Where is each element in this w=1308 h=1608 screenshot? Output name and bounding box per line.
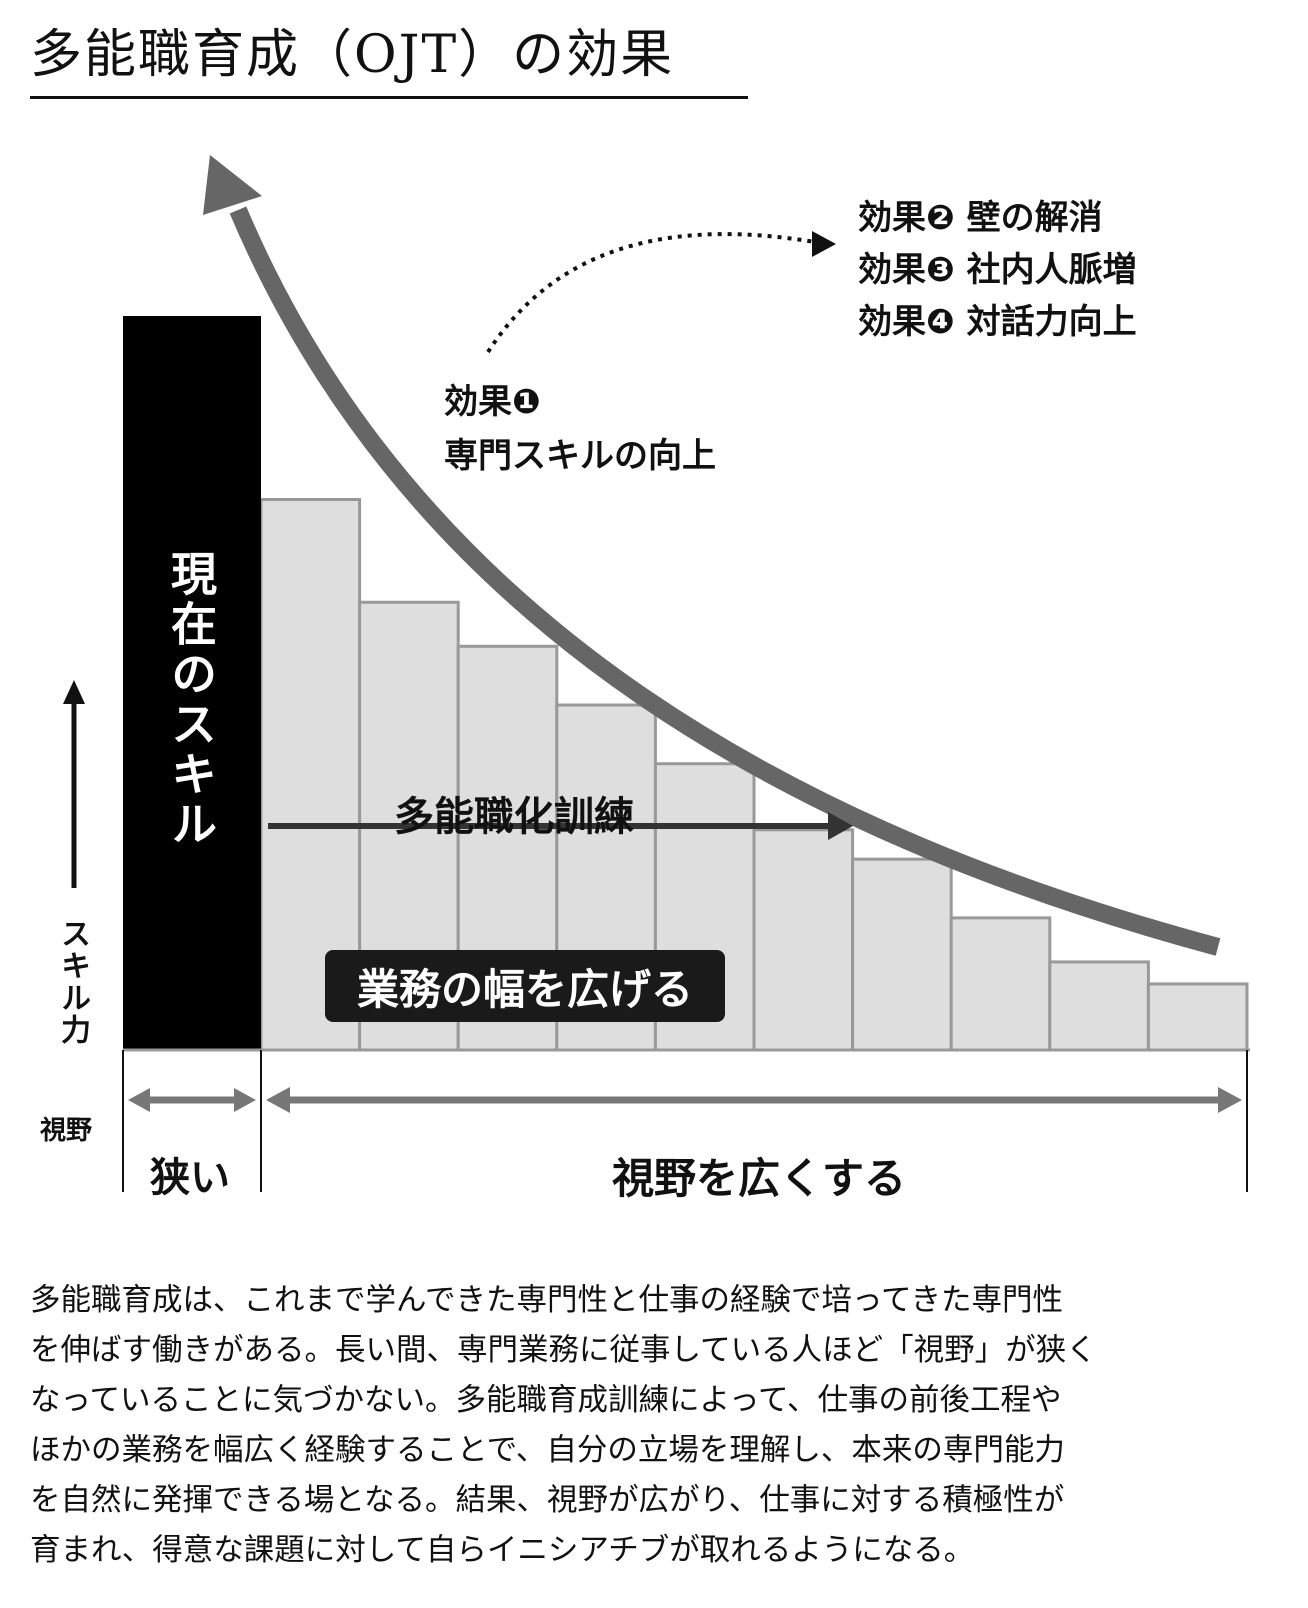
body-line: ほかの業務を幅広く経験することで、自分の立場を理解し、本来の専門能力	[30, 1433, 1065, 1468]
broaden-arrowhead-right	[1218, 1087, 1242, 1113]
skill-growth-curve	[229, 206, 1221, 956]
body-line: 多能職育成は、これまで学んできた専門性と仕事の経験で培ってきた専門性	[30, 1283, 1064, 1318]
narrow-arrowhead-right	[234, 1088, 256, 1112]
skill-step-9	[1048, 960, 1150, 1052]
broaden-arrowhead-left	[266, 1087, 290, 1113]
effect-1-label: 効果❶	[444, 382, 541, 422]
view-axis-label: 視野	[40, 1116, 93, 1146]
training-arrowhead	[828, 812, 853, 840]
title-underline	[30, 96, 748, 99]
skill-step-6	[752, 828, 855, 1052]
current-skill-bar	[123, 316, 261, 1051]
narrow-arrowhead-left	[128, 1088, 150, 1112]
effect-4-label: 効果❹ 対話力向上	[858, 302, 1137, 342]
training-label: 多能職化訓練	[394, 794, 634, 840]
body-paragraph: 多能職育成は、これまで学んできた専門性と仕事の経験で培ってきた専門性 を伸ばす働…	[30, 1276, 1284, 1576]
narrow-label: 狭い	[150, 1155, 230, 1201]
skill-step-10	[1146, 982, 1249, 1052]
broaden-view-label: 視野を広くする	[612, 1154, 907, 1203]
skill-growth-arrowhead	[203, 155, 262, 215]
current-skill-label: 現在のスキル	[164, 550, 218, 850]
body-line: なっていることに気づかない。多能職育成訓練によって、仕事の前後工程や	[30, 1383, 1062, 1418]
page-title: 多能職育成（OJT）の効果	[30, 25, 675, 85]
skill-step-7	[851, 857, 953, 1052]
body-line: 育まれ、得意な課題に対して自らイニシアチブが取れるようになる。	[30, 1533, 975, 1568]
body-line: を伸ばす働きがある。長い間、専門業務に従事している人ほど「視野」が狭く	[30, 1333, 1097, 1368]
effect-1-description: 専門スキルの向上	[444, 436, 716, 476]
widen-tasks-badge: 業務の幅を広げる	[325, 950, 725, 1022]
body-line: を自然に発揮できる場となる。結果、視野が広がり、仕事に対する積極性が	[30, 1483, 1065, 1518]
skill-step-8	[949, 916, 1052, 1052]
effect-3-label: 効果❸ 社内人脈増	[858, 250, 1137, 290]
skill-axis-arrowhead	[63, 680, 85, 704]
dotted-arrowhead	[812, 231, 836, 257]
skill-axis-label: スキル力	[55, 918, 90, 1046]
effect-2-label: 効果❷ 壁の解消	[858, 198, 1103, 238]
dotted-arrow	[486, 232, 816, 354]
